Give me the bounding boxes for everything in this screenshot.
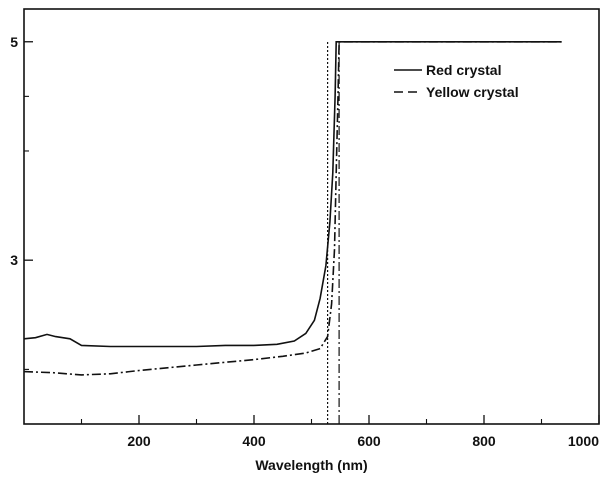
series-layer [23, 41, 562, 424]
axis-ticks [24, 41, 600, 424]
x-tick-label: 400 [242, 433, 266, 449]
legend-label: Yellow crystal [426, 84, 519, 100]
x-tick-label: 600 [357, 433, 381, 449]
series-line-yellow-crystal [23, 41, 562, 376]
x-tick-label: 200 [127, 433, 151, 449]
legend: Red crystal Yellow crystal [394, 62, 519, 100]
y-tick-label: 3 [10, 252, 18, 268]
x-tick-label: 1000 [568, 433, 599, 449]
x-axis-label: Wavelength (nm) [255, 457, 367, 473]
legend-label: Red crystal [426, 62, 501, 78]
x-tick-label: 800 [472, 433, 496, 449]
plot-frame [23, 8, 600, 425]
axis-tick-labels: 200 400 600 800 1000 3 5 [10, 34, 599, 449]
y-tick-label: 5 [10, 34, 18, 50]
series-line-red-crystal [23, 41, 562, 348]
